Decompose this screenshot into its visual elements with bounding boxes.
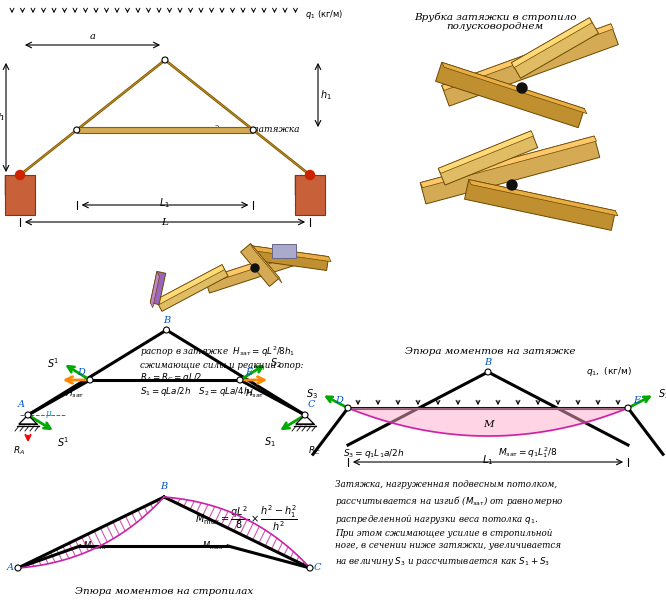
Text: $S_3$: $S_3$ bbox=[306, 387, 318, 401]
Text: Эпюра моментов на стропилах: Эпюра моментов на стропилах bbox=[75, 588, 253, 596]
Circle shape bbox=[163, 327, 170, 333]
Polygon shape bbox=[442, 24, 618, 106]
Text: $M_{\text{зат}} = q_1 L_1^2/8$: $M_{\text{зат}} = q_1 L_1^2/8$ bbox=[498, 446, 557, 460]
Circle shape bbox=[306, 171, 314, 179]
Bar bbox=[5, 175, 35, 215]
Polygon shape bbox=[436, 62, 585, 128]
Text: A: A bbox=[7, 564, 14, 572]
Text: $q_1\ (\text{кг/м})$: $q_1\ (\text{кг/м})$ bbox=[305, 8, 344, 21]
Text: Эпюра моментов на затяжке: Эпюра моментов на затяжке bbox=[405, 348, 575, 357]
Text: B: B bbox=[163, 316, 170, 325]
Text: M: M bbox=[483, 421, 494, 429]
Circle shape bbox=[250, 127, 256, 133]
Polygon shape bbox=[250, 244, 282, 283]
Text: $S_3 = q_1 L_1 a/2h$: $S_3 = q_1 L_1 a/2h$ bbox=[343, 446, 404, 459]
Text: a: a bbox=[89, 32, 95, 41]
Text: $q_1,\ (\text{кг/м})$: $q_1,\ (\text{кг/м})$ bbox=[586, 365, 632, 378]
Circle shape bbox=[162, 57, 168, 63]
Polygon shape bbox=[442, 24, 613, 90]
Polygon shape bbox=[247, 246, 328, 271]
Bar bbox=[295, 175, 325, 215]
Text: $S_2$: $S_2$ bbox=[657, 387, 666, 401]
Polygon shape bbox=[151, 271, 166, 305]
Text: $L_1$: $L_1$ bbox=[159, 196, 170, 210]
Text: $S^1$: $S^1$ bbox=[47, 356, 60, 370]
Polygon shape bbox=[511, 18, 592, 68]
Text: B: B bbox=[484, 358, 492, 367]
Circle shape bbox=[345, 405, 351, 411]
Text: E: E bbox=[245, 368, 252, 377]
Polygon shape bbox=[163, 57, 312, 177]
Polygon shape bbox=[240, 244, 280, 286]
Text: $H_{\text{зат}}$: $H_{\text{зат}}$ bbox=[245, 388, 264, 400]
Text: E: E bbox=[633, 396, 640, 405]
Circle shape bbox=[307, 565, 313, 571]
Polygon shape bbox=[511, 18, 599, 79]
Text: C: C bbox=[314, 564, 322, 572]
Circle shape bbox=[25, 412, 31, 418]
Bar bbox=[272, 244, 296, 258]
Text: $M_{\text{max}} = \dfrac{qL^2}{8} \times \dfrac{h^2-h_1^2}{h^2}$: $M_{\text{max}} = \dfrac{qL^2}{8} \times… bbox=[195, 503, 298, 533]
Text: $M_{\text{max}}$: $M_{\text{max}}$ bbox=[202, 540, 224, 552]
Circle shape bbox=[15, 565, 21, 571]
Polygon shape bbox=[151, 271, 159, 308]
Polygon shape bbox=[442, 62, 587, 114]
Polygon shape bbox=[420, 136, 597, 188]
Text: $S^1$: $S^1$ bbox=[57, 435, 70, 449]
Text: $H_{\text{зат}}$: $H_{\text{зат}}$ bbox=[65, 388, 85, 400]
Circle shape bbox=[485, 369, 491, 375]
Text: $R_A$: $R_A$ bbox=[13, 445, 25, 457]
Circle shape bbox=[302, 412, 308, 418]
Polygon shape bbox=[77, 127, 253, 133]
Circle shape bbox=[517, 83, 527, 93]
Text: $M_{\text{пьax}}$: $M_{\text{пьax}}$ bbox=[83, 540, 107, 552]
Polygon shape bbox=[205, 251, 295, 293]
Polygon shape bbox=[465, 180, 615, 230]
Text: B: B bbox=[161, 482, 168, 491]
Text: Врубка затяжки в стропило: Врубка затяжки в стропило bbox=[414, 12, 576, 21]
Text: $S_2$: $S_2$ bbox=[270, 356, 282, 370]
Circle shape bbox=[251, 264, 259, 272]
Text: распор в затяжке  $H_\text{зат} = qL^2/8h_1$: распор в затяжке $H_\text{зат} = qL^2/8h… bbox=[140, 345, 295, 359]
Text: Затяжка, нагруженная подвесным потолком,
рассчитывается на изгиб ($M_\text{зат}$: Затяжка, нагруженная подвесным потолком,… bbox=[335, 480, 563, 568]
Polygon shape bbox=[205, 251, 293, 284]
Circle shape bbox=[74, 127, 80, 133]
Text: $h_1$: $h_1$ bbox=[320, 88, 332, 102]
Text: $S_1 = qLa/2h \quad S_2 = qLa/4h_1$: $S_1 = qLa/2h \quad S_2 = qLa/4h_1$ bbox=[140, 384, 254, 397]
Polygon shape bbox=[156, 265, 228, 311]
Text: $R_A = R_C = qL/2$: $R_A = R_C = qL/2$ bbox=[140, 371, 202, 384]
Polygon shape bbox=[420, 136, 600, 204]
Polygon shape bbox=[156, 265, 224, 305]
Text: $R_C$: $R_C$ bbox=[308, 445, 321, 457]
Circle shape bbox=[507, 180, 517, 190]
Text: L: L bbox=[162, 218, 168, 227]
Text: A: A bbox=[18, 400, 25, 409]
Text: D: D bbox=[77, 368, 85, 377]
Text: C: C bbox=[308, 400, 316, 409]
Polygon shape bbox=[438, 131, 537, 185]
Polygon shape bbox=[438, 131, 533, 173]
Circle shape bbox=[15, 171, 25, 179]
Text: $S_1$: $S_1$ bbox=[264, 435, 276, 449]
Text: приподнятая затяжка: приподнятая затяжка bbox=[178, 125, 300, 134]
Circle shape bbox=[237, 377, 243, 383]
Circle shape bbox=[87, 377, 93, 383]
Circle shape bbox=[625, 405, 631, 411]
Text: сжимающие силы и реакции опор:: сжимающие силы и реакции опор: bbox=[140, 360, 304, 370]
Text: h: h bbox=[0, 113, 4, 122]
Polygon shape bbox=[249, 246, 331, 262]
Text: $L_1$: $L_1$ bbox=[482, 453, 494, 467]
Polygon shape bbox=[469, 180, 618, 216]
Text: D: D bbox=[335, 396, 343, 405]
Text: μ: μ bbox=[46, 409, 52, 418]
Text: полусковороднем: полусковороднем bbox=[446, 22, 543, 31]
Polygon shape bbox=[18, 57, 167, 177]
